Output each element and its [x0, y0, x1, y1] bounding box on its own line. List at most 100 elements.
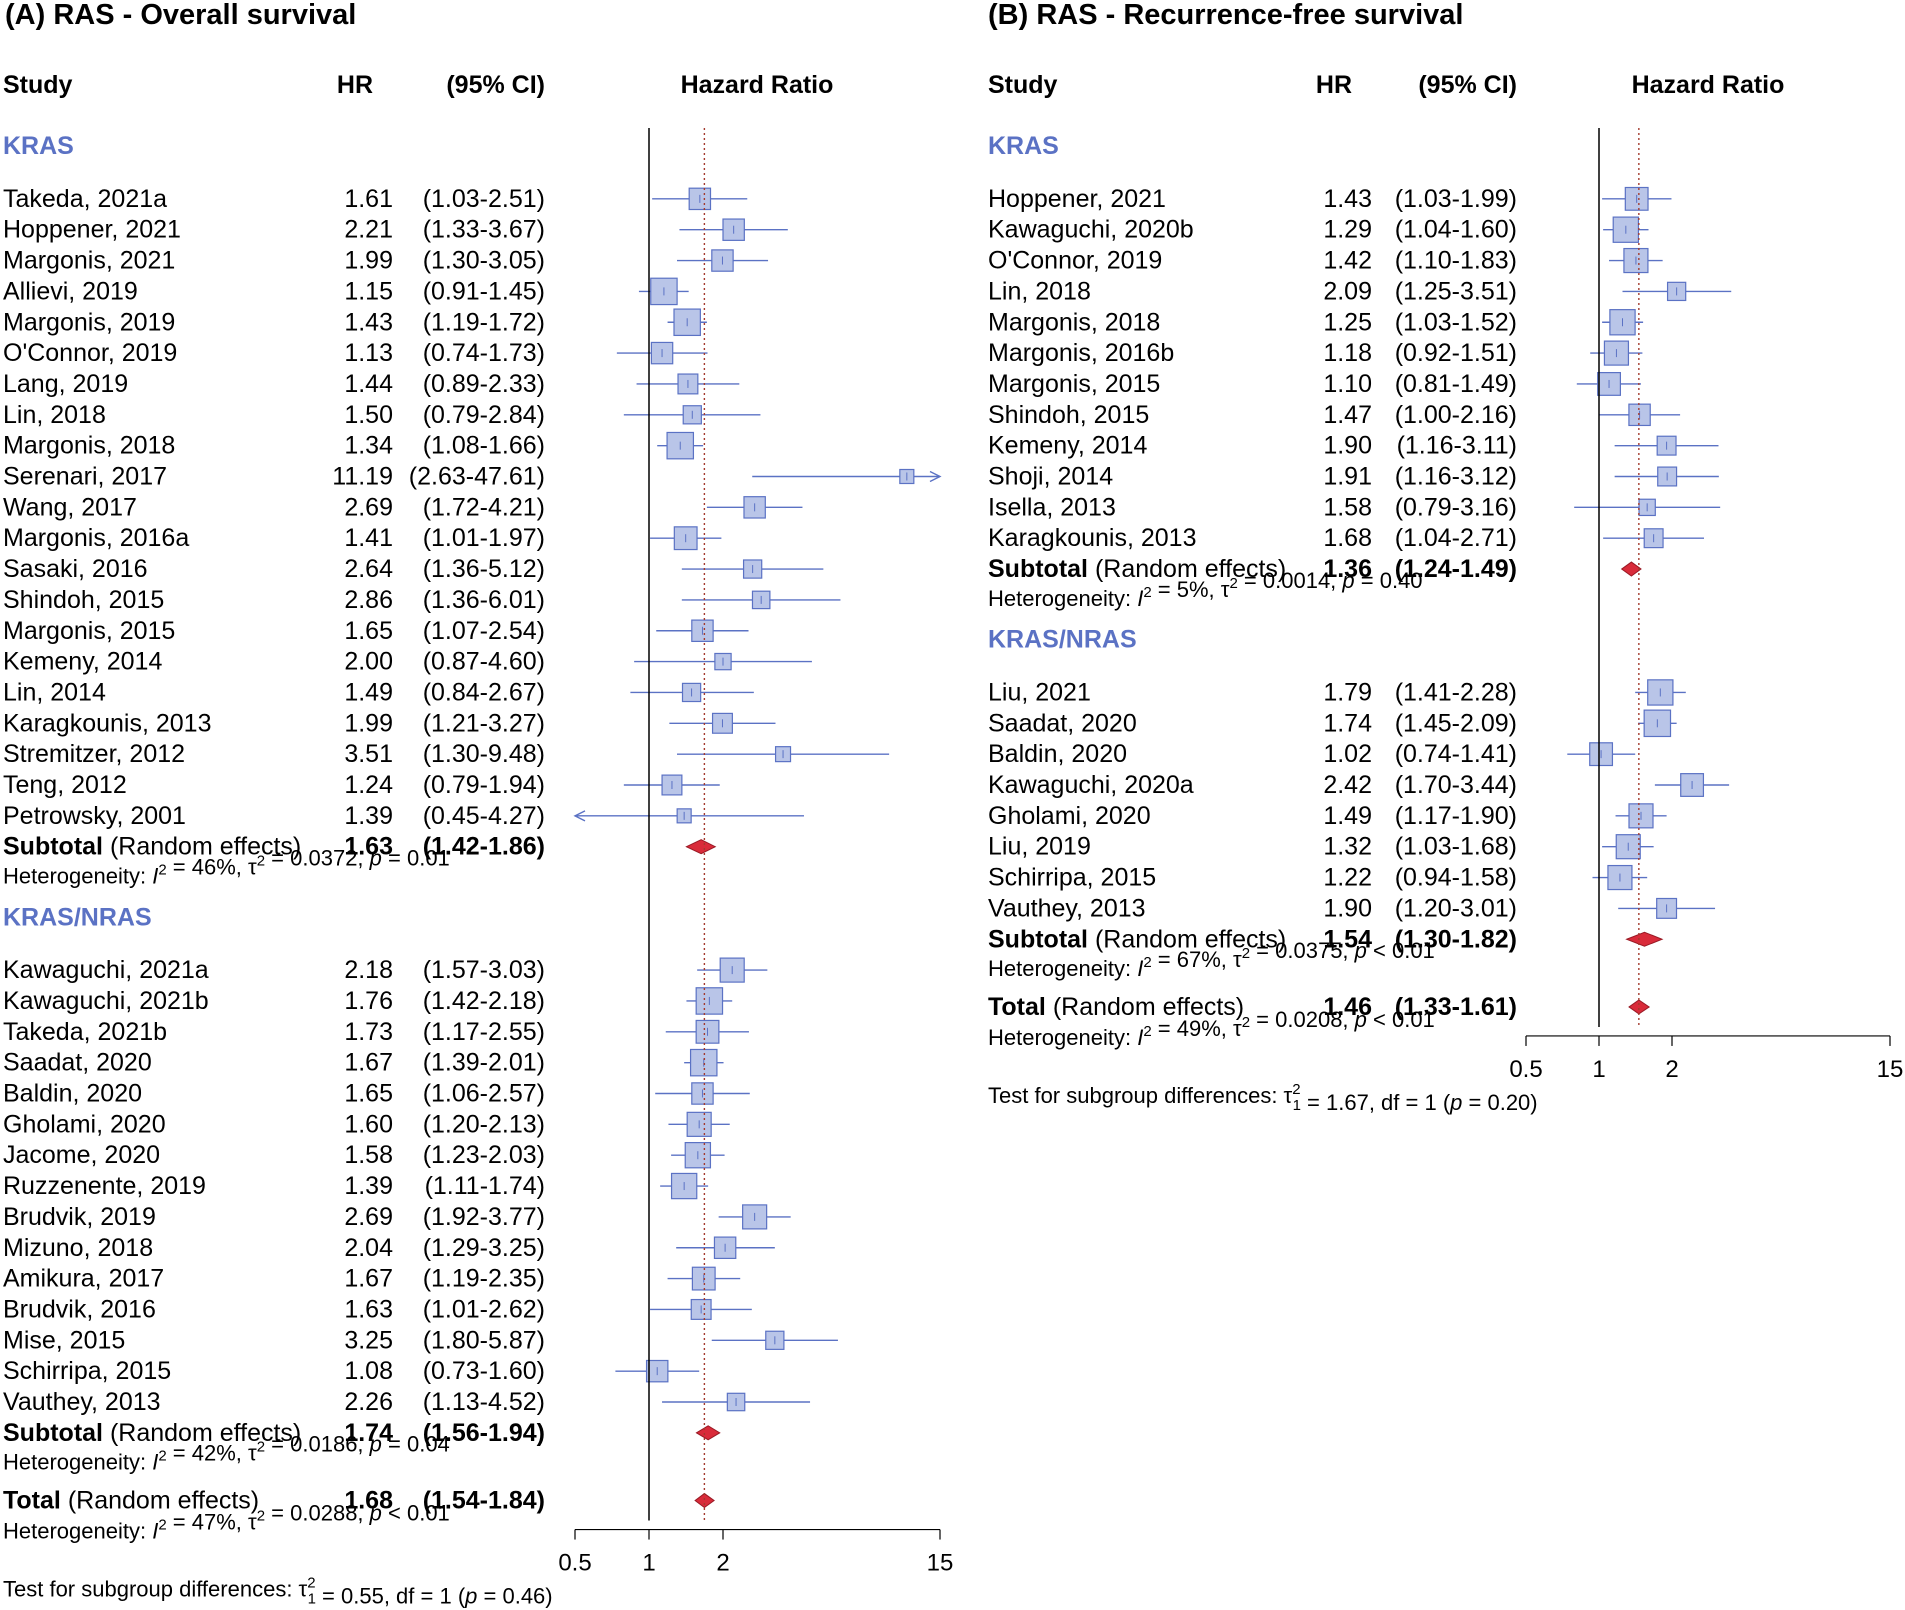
total-model: (Random effects) — [68, 1487, 259, 1515]
study-hr: 1.65 — [344, 1080, 393, 1108]
x-tick-label: 2 — [716, 1550, 729, 1577]
study-name: Schirripa, 2015 — [988, 864, 1156, 892]
study-row: Amikura, 2017 1.67 (1.19-2.35) — [3, 1265, 545, 1293]
tau-symbol: τ — [248, 1441, 257, 1466]
study-ci: (1.72-4.21) — [423, 493, 545, 521]
study-name: Schirripa, 2015 — [3, 1357, 171, 1385]
study-hr: 1.44 — [344, 370, 393, 398]
study-hr: 1.74 — [1323, 709, 1372, 737]
group-label: KRAS — [3, 132, 74, 160]
study-row: Mise, 2015 3.25 (1.80-5.87) — [3, 1326, 545, 1354]
total-model: (Random effects) — [1053, 993, 1244, 1021]
study-ci: (1.03-1.99) — [1395, 185, 1517, 213]
subtotal-diamond — [1625, 931, 1664, 947]
study-ci: (1.19-1.72) — [423, 308, 545, 336]
p-value: = 0.40 — [1355, 568, 1423, 593]
study-hr: 1.02 — [1323, 740, 1372, 768]
study-hr: 3.25 — [344, 1326, 393, 1354]
p-value: < 0.01 — [1367, 1007, 1435, 1032]
x-tick-label: 0.5 — [558, 1550, 591, 1577]
study-hr: 1.13 — [344, 339, 393, 367]
column-header-hazard-ratio: Hazard Ratio — [681, 71, 834, 99]
i-squared-symbol: I — [1137, 956, 1143, 981]
study-name: Hoppener, 2021 — [988, 185, 1166, 213]
study-row: Kawaguchi, 2021a 2.18 (1.57-3.03) — [3, 956, 545, 984]
study-name: Petrowsky, 2001 — [3, 802, 186, 830]
study-hr: 2.42 — [1323, 771, 1372, 799]
study-row: Liu, 2021 1.79 (1.41-2.28) — [988, 678, 1517, 706]
study-ci: (1.20-2.13) — [423, 1110, 545, 1138]
i-squared-symbol: I — [1137, 586, 1143, 611]
study-name: Margonis, 2021 — [3, 247, 175, 275]
study-row: Takeda, 2021a 1.61 (1.03-2.51) — [3, 185, 545, 213]
study-row: Liu, 2019 1.32 (1.03-1.68) — [988, 833, 1517, 861]
study-ci: (1.20-3.01) — [1395, 894, 1517, 922]
study-ci: (1.04-1.60) — [1395, 216, 1517, 244]
subtotal-model: (Random effects) — [110, 833, 301, 861]
study-ci: (1.39-2.01) — [423, 1049, 545, 1077]
study-name: Brudvik, 2019 — [3, 1203, 156, 1231]
study-ci: (1.25-3.51) — [1395, 277, 1517, 305]
total-heterogeneity-text: Heterogeneity: I2 = 47%, τ2 = 0.0288, p … — [3, 1501, 450, 1544]
panel-b-forest-plot: (B) RAS - Recurrence-free survival Study H… — [988, 0, 1903, 1115]
i-squared-value: = 46%, — [167, 855, 248, 880]
tau-squared-value: = 0.0375, — [1250, 938, 1355, 963]
subtotal-model: (Random effects) — [110, 1419, 301, 1447]
study-hr: 2.09 — [1323, 277, 1372, 305]
total-hr: 1.46 — [1323, 993, 1372, 1021]
study-name: Shindoh, 2015 — [3, 586, 164, 614]
subtotal-word: Subtotal — [988, 555, 1088, 583]
column-header-hr: HR — [337, 71, 373, 99]
total-word: Total — [988, 993, 1046, 1021]
study-hr: 1.15 — [344, 277, 393, 305]
i-squared-symbol: I — [152, 1519, 158, 1544]
study-row: Vauthey, 2013 2.26 (1.13-4.52) — [3, 1388, 545, 1416]
tau-symbol: τ — [1233, 1016, 1242, 1041]
study-name: Hoppener, 2021 — [3, 216, 181, 244]
study-hr: 2.69 — [344, 493, 393, 521]
study-row: Baldin, 2020 1.02 (0.74-1.41) — [988, 740, 1517, 768]
study-ci: (0.89-2.33) — [423, 370, 545, 398]
study-hr: 2.64 — [344, 555, 393, 583]
total-ci: (1.54-1.84) — [423, 1487, 545, 1515]
study-ci: (0.92-1.51) — [1395, 339, 1517, 367]
study-hr: 1.43 — [344, 308, 393, 336]
study-name: Liu, 2021 — [988, 678, 1091, 706]
study-ci: (0.74-1.73) — [423, 339, 545, 367]
study-row: Margonis, 2015 1.65 (1.07-2.54) — [3, 617, 545, 645]
study-ci: (1.80-5.87) — [423, 1326, 545, 1354]
study-name: Kawaguchi, 2021a — [3, 956, 209, 984]
study-hr: 2.26 — [344, 1388, 393, 1416]
p-symbol: p — [464, 1584, 477, 1609]
study-row: Kemeny, 2014 1.90 (1.16-3.11) — [988, 432, 1517, 460]
p-symbol: p — [369, 1432, 382, 1457]
study-name: Margonis, 2016b — [988, 339, 1174, 367]
study-ci: (1.08-1.66) — [423, 432, 545, 460]
study-ci: (1.06-2.57) — [423, 1080, 545, 1108]
subgroup-test-p-value: = 0.20) — [1462, 1090, 1537, 1115]
subtotal-ci: (1.42-1.86) — [423, 833, 545, 861]
tau-squared-value: = 0.0288, — [265, 1501, 370, 1526]
x-tick-label: 2 — [1665, 1056, 1678, 1083]
study-ci: (2.63-47.61) — [409, 463, 545, 491]
subgroup-test-p-value: = 0.46) — [477, 1584, 552, 1609]
subgroup-test-value: = 1.67, df = 1 ( — [1301, 1090, 1451, 1115]
study-name: Margonis, 2016a — [3, 524, 189, 552]
study-hr: 1.49 — [344, 678, 393, 706]
study-row: Shoji, 2014 1.91 (1.16-3.12) — [988, 463, 1517, 491]
study-row: Margonis, 2015 1.10 (0.81-1.49) — [988, 370, 1517, 398]
study-ci: (1.70-3.44) — [1395, 771, 1517, 799]
total-ci: (1.33-1.61) — [1395, 993, 1517, 1021]
tau-squared-value: = 0.0208, — [1250, 1007, 1355, 1032]
study-row: Mizuno, 2018 2.04 (1.29-3.25) — [3, 1234, 545, 1262]
study-hr: 1.50 — [344, 401, 393, 429]
group-label: KRAS/NRAS — [3, 903, 152, 931]
subgroup-test-prefix: Test for subgroup differences: — [3, 1577, 299, 1602]
subtotal-ci: (1.24-1.49) — [1395, 555, 1517, 583]
study-hr: 1.58 — [344, 1141, 393, 1169]
study-hr: 1.90 — [1323, 894, 1372, 922]
study-name: Sasaki, 2016 — [3, 555, 148, 583]
i-squared-symbol: I — [1137, 1025, 1143, 1050]
study-hr: 1.39 — [344, 1172, 393, 1200]
x-tick-label: 1 — [1592, 1056, 1605, 1083]
